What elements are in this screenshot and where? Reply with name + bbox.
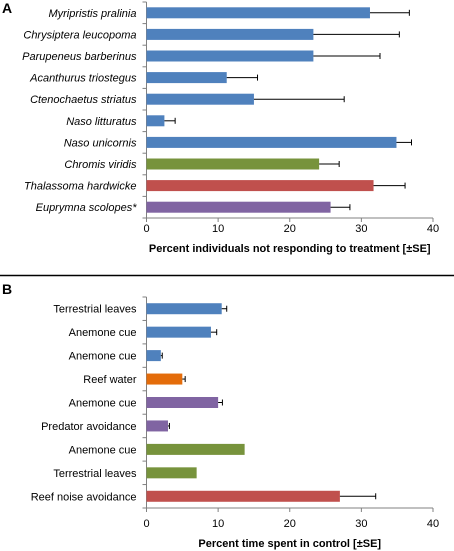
x-tick-label: 20 [284,223,296,235]
category-label: Predator avoidance [41,421,136,433]
bar [146,303,222,315]
bar [146,350,161,362]
bar [146,115,165,127]
bar [146,443,245,455]
x-axis-title: Percent time spent in control [±SE] [198,538,381,550]
x-tick-label: 0 [143,518,149,530]
bar [146,326,211,338]
bar [146,180,374,192]
category-label: Anemone cue [69,444,137,456]
category-label: Reef noise avoidance [31,491,137,503]
x-axis-title: Percent individuals not responding to tr… [149,243,431,255]
x-tick-label: 20 [284,518,296,530]
category-label: Chromis viridis [64,159,137,171]
category-label: Thalassoma hardwicke [24,181,137,193]
category-label: Naso litturatus [66,116,137,128]
category-label: Acanthurus triostegus [29,73,137,85]
panel-b-label: B [2,281,12,297]
bar [146,50,314,62]
bar [146,373,183,385]
category-label: Parupeneus barberinus [22,51,137,63]
bar [146,72,227,84]
category-label: Terrestrial leaves [53,468,137,480]
bar [146,7,370,19]
panel-a-label: A [2,0,12,16]
category-label: Naso unicornis [64,137,137,149]
bar [146,467,197,479]
category-label: Chrysiptera leucopoma [23,29,136,41]
category-label: Anemone cue [69,398,137,410]
category-label: Ctenochaetus striatus [30,94,137,106]
bar [146,158,320,170]
category-label: Terrestrial leaves [53,304,137,316]
bar [146,136,397,148]
x-tick-label: 10 [212,223,224,235]
x-tick-label: 10 [212,518,224,530]
bar [146,420,168,432]
x-tick-label: 0 [143,223,149,235]
bar [146,397,219,408]
x-tick-label: 30 [355,518,367,530]
bar [146,93,254,105]
x-tick-label: 40 [427,223,439,235]
category-label: Anemone cue [69,351,137,363]
panel-a-chart: 0 10 20 30 40 Myripristis pralinia Chrysiptera… [22,1,439,255]
category-label: Reef water [83,374,137,386]
x-tick-label: 40 [427,518,439,530]
bar [146,201,331,213]
panel-b-chart: 0 10 20 30 40 Terrestrial leaves Anemone cue An… [31,296,439,550]
bar [146,490,340,502]
x-tick-label: 30 [355,223,367,235]
category-label: Anemone cue [69,327,137,339]
category-label: Euprymna scolopes* [36,202,138,214]
bar [146,28,314,40]
category-label: Myripristis pralinia [48,8,136,20]
